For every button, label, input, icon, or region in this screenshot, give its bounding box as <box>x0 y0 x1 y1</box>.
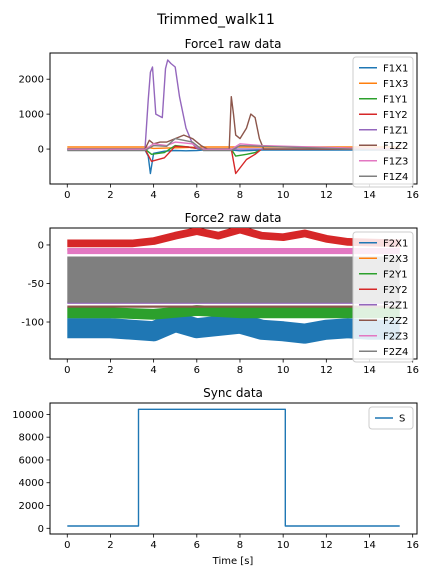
series-line-f2y2 <box>67 228 400 248</box>
x-tick-label: 0 <box>64 365 70 376</box>
x-tick-label: 14 <box>363 190 376 201</box>
series-line-s <box>67 408 400 527</box>
series-line-f1z3 <box>67 141 400 151</box>
x-tick-label: 8 <box>237 540 243 551</box>
legend-label: F2Y2 <box>383 285 408 296</box>
legend-label: F1Y1 <box>383 94 408 105</box>
x-tick-label: 8 <box>237 190 243 201</box>
sync-plot-area <box>49 402 418 535</box>
legend-label: S <box>399 414 405 425</box>
x-tick-label: 16 <box>406 190 419 201</box>
x-tick-label: 6 <box>194 540 200 551</box>
x-tick-label: 4 <box>150 365 156 376</box>
legend-label: F1Z2 <box>383 141 408 152</box>
legend-label: F2Z4 <box>383 347 408 358</box>
legend-label: F2Z1 <box>383 300 408 311</box>
legend-label: F2Y1 <box>383 269 408 280</box>
legend-label: F1Z4 <box>383 172 408 183</box>
legend-label: F1X1 <box>383 63 408 74</box>
sync-xlabel: Time [s] <box>212 556 254 567</box>
x-tick-label: 16 <box>406 365 419 376</box>
legend-box <box>352 56 414 188</box>
legend-box <box>352 231 414 363</box>
series-line-f2y1 <box>67 305 400 320</box>
y-tick-label: 0 <box>38 145 44 156</box>
series-line-f2x1 <box>67 311 400 344</box>
series-lines <box>67 59 400 175</box>
x-tick-label: 14 <box>363 365 376 376</box>
series-lines <box>67 228 400 344</box>
x-tick-label: 12 <box>320 190 333 201</box>
x-tick-label: 4 <box>150 190 156 201</box>
force1-panel: Force1 raw data 0 2 4 6 8 10 12 14 16 0 1000 2000 F1… <box>19 37 420 201</box>
series-line-f1z2 <box>67 95 400 150</box>
x-tick-label: 2 <box>107 365 113 376</box>
force2-title: Force2 raw data <box>185 211 282 225</box>
sync-panel: Sync data Time [s] 0 2 4 6 8 10 12 14 16 0 2000 400… <box>12 386 419 567</box>
y-tick-label: 0 <box>38 524 44 535</box>
figure-title: Trimmed_walk11 <box>156 12 275 28</box>
x-tick-label: 14 <box>363 540 376 551</box>
legend: F1X1 F1X3 F1Y1 F1Y2 F1Z1 F1Z2 F1Z3 F1Z4 <box>352 56 414 188</box>
legend-label: F2Z3 <box>383 331 408 342</box>
y-tick-label: 0 <box>38 240 44 251</box>
x-tick-label: 10 <box>277 365 290 376</box>
x-tick-label: 10 <box>277 190 290 201</box>
y-tick-label: -100 <box>21 318 44 329</box>
x-tick-label: 12 <box>320 365 333 376</box>
legend-label: F2X3 <box>383 254 408 265</box>
x-tick-label: 10 <box>277 540 290 551</box>
legend: S <box>368 406 414 430</box>
y-tick-label: 8000 <box>19 433 44 444</box>
x-tick-label: 4 <box>150 540 156 551</box>
y-tick-label: 2000 <box>19 501 44 512</box>
y-tick-label: -50 <box>28 279 44 290</box>
y-tick-label: 10000 <box>12 410 44 421</box>
y-tick-label: 2000 <box>19 75 44 86</box>
force1-plot-area <box>49 52 418 185</box>
force1-title: Force1 raw data <box>185 37 282 51</box>
y-tick-label: 6000 <box>19 455 44 466</box>
legend-label: F2Z2 <box>383 316 408 327</box>
y-tick-label: 4000 <box>19 478 44 489</box>
legend-label: F1Z3 <box>383 156 408 167</box>
series-line-f1x1 <box>67 149 400 175</box>
x-tick-label: 2 <box>107 540 113 551</box>
legend-label: F1Y2 <box>383 110 408 121</box>
series-line-f1z4 <box>67 137 400 152</box>
sync-title: Sync data <box>203 386 263 400</box>
x-tick-label: 6 <box>194 365 200 376</box>
x-tick-label: 0 <box>64 540 70 551</box>
x-tick-label: 12 <box>320 540 333 551</box>
x-tick-label: 2 <box>107 190 113 201</box>
y-tick-label: 1000 <box>19 110 44 121</box>
x-tick-label: 6 <box>194 190 200 201</box>
legend-label: F2X1 <box>383 238 408 249</box>
x-tick-label: 8 <box>237 365 243 376</box>
legend: F2X1 F2X3 F2Y1 F2Y2 F2Z1 F2Z2 F2Z3 F2Z4 <box>352 231 414 363</box>
x-tick-label: 16 <box>406 540 419 551</box>
force2-panel: Force2 raw data 0 2 4 6 8 10 12 14 16 0 -50 -100 F2X… <box>21 211 419 376</box>
x-tick-label: 0 <box>64 190 70 201</box>
series-line-f1z1 <box>67 59 400 150</box>
legend-label: F1X3 <box>383 79 408 90</box>
series-lines <box>67 408 400 527</box>
legend-label: F1Z1 <box>383 125 408 136</box>
